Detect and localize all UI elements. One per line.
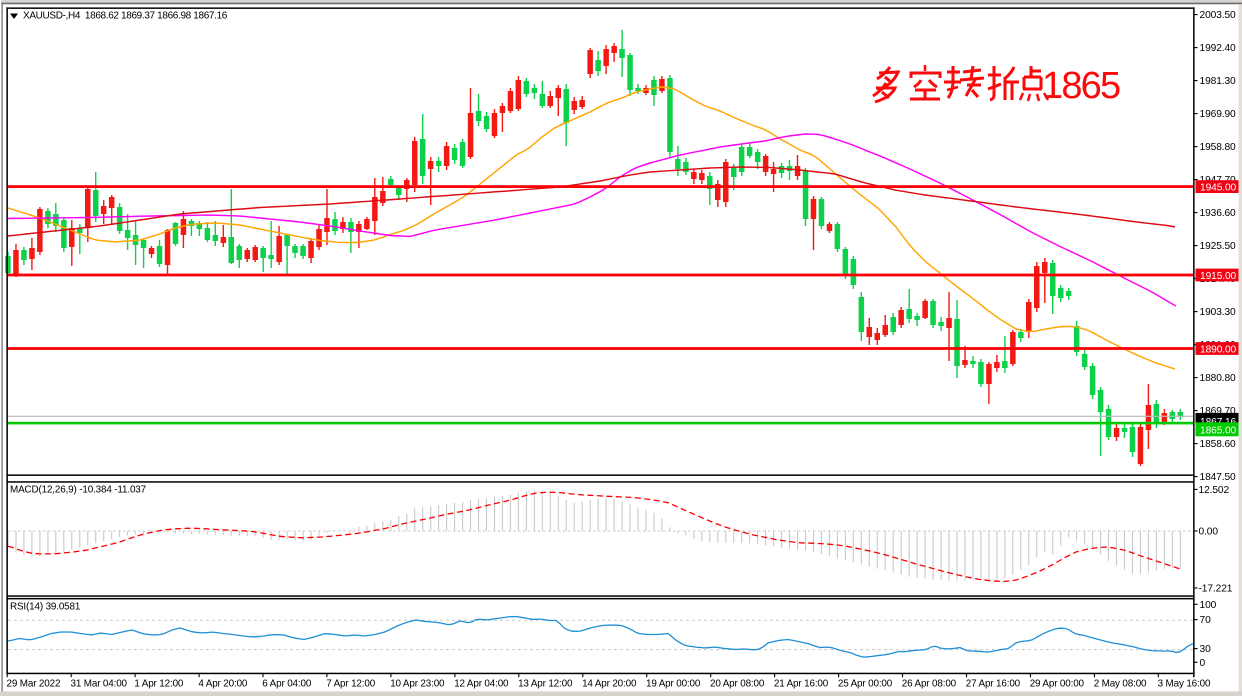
- svg-text:1981.30: 1981.30: [1200, 76, 1237, 87]
- svg-text:1936.60: 1936.60: [1200, 208, 1237, 219]
- svg-text:1992.40: 1992.40: [1200, 43, 1237, 54]
- svg-text:1890.00: 1890.00: [1200, 344, 1237, 355]
- svg-text:100: 100: [1200, 600, 1217, 611]
- svg-text:19 Apr 00:00: 19 Apr 00:00: [646, 679, 701, 690]
- svg-text:-17.221: -17.221: [1199, 584, 1233, 595]
- svg-text:1903.30: 1903.30: [1200, 307, 1237, 318]
- svg-text:12 Apr 04:00: 12 Apr 04:00: [454, 679, 509, 690]
- svg-text:MACD(12,26,9) -10.384 -11.037: MACD(12,26,9) -10.384 -11.037: [10, 485, 146, 496]
- svg-text:1945.00: 1945.00: [1200, 182, 1237, 193]
- svg-text:RSI(14) 39.0581: RSI(14) 39.0581: [10, 601, 81, 612]
- svg-text:6 Apr 04:00: 6 Apr 04:00: [262, 679, 312, 690]
- svg-text:27 Apr 16:00: 27 Apr 16:00: [966, 679, 1021, 690]
- svg-text:1847.50: 1847.50: [1200, 472, 1237, 483]
- svg-text:3 May 16:00: 3 May 16:00: [1158, 679, 1211, 690]
- svg-text:1880.80: 1880.80: [1200, 373, 1237, 384]
- svg-text:XAUUSD-,H4 1868.62 1869.37 18: XAUUSD-,H4 1868.62 1869.37 1866.98 1867.…: [23, 11, 228, 22]
- svg-text:0.00: 0.00: [1199, 527, 1219, 538]
- svg-text:7 Apr 12:00: 7 Apr 12:00: [326, 679, 376, 690]
- svg-text:13 Apr 12:00: 13 Apr 12:00: [518, 679, 573, 690]
- svg-text:1869.70: 1869.70: [1200, 406, 1237, 417]
- svg-text:26 Apr 08:00: 26 Apr 08:00: [902, 679, 957, 690]
- svg-text:70: 70: [1200, 615, 1212, 626]
- svg-text:20 Apr 08:00: 20 Apr 08:00: [710, 679, 765, 690]
- svg-text:25 Apr 00:00: 25 Apr 00:00: [838, 679, 893, 690]
- svg-text:1 Apr 12:00: 1 Apr 12:00: [134, 679, 184, 690]
- svg-text:12.502: 12.502: [1199, 485, 1230, 496]
- svg-text:1925.50: 1925.50: [1200, 241, 1237, 252]
- svg-text:29 Mar 2022: 29 Mar 2022: [7, 679, 61, 690]
- svg-text:1858.60: 1858.60: [1200, 439, 1237, 450]
- svg-text:4 Apr 20:00: 4 Apr 20:00: [198, 679, 248, 690]
- svg-text:1915.00: 1915.00: [1200, 271, 1237, 282]
- svg-text:21 Apr 16:00: 21 Apr 16:00: [774, 679, 829, 690]
- svg-text:10 Apr 23:00: 10 Apr 23:00: [390, 679, 445, 690]
- svg-text:29 Apr 00:00: 29 Apr 00:00: [1030, 679, 1085, 690]
- svg-text:2003.50: 2003.50: [1200, 10, 1237, 21]
- svg-text:1958.80: 1958.80: [1200, 142, 1237, 153]
- svg-text:0: 0: [1200, 658, 1206, 669]
- svg-text:1865.00: 1865.00: [1200, 425, 1237, 436]
- svg-text:14 Apr 20:00: 14 Apr 20:00: [582, 679, 637, 690]
- svg-text:2 May 08:00: 2 May 08:00: [1094, 679, 1147, 690]
- svg-text:1969.90: 1969.90: [1200, 109, 1237, 120]
- svg-text:1865: 1865: [1042, 65, 1120, 107]
- svg-text:30: 30: [1200, 644, 1212, 655]
- svg-text:31 Mar 04:00: 31 Mar 04:00: [71, 679, 128, 690]
